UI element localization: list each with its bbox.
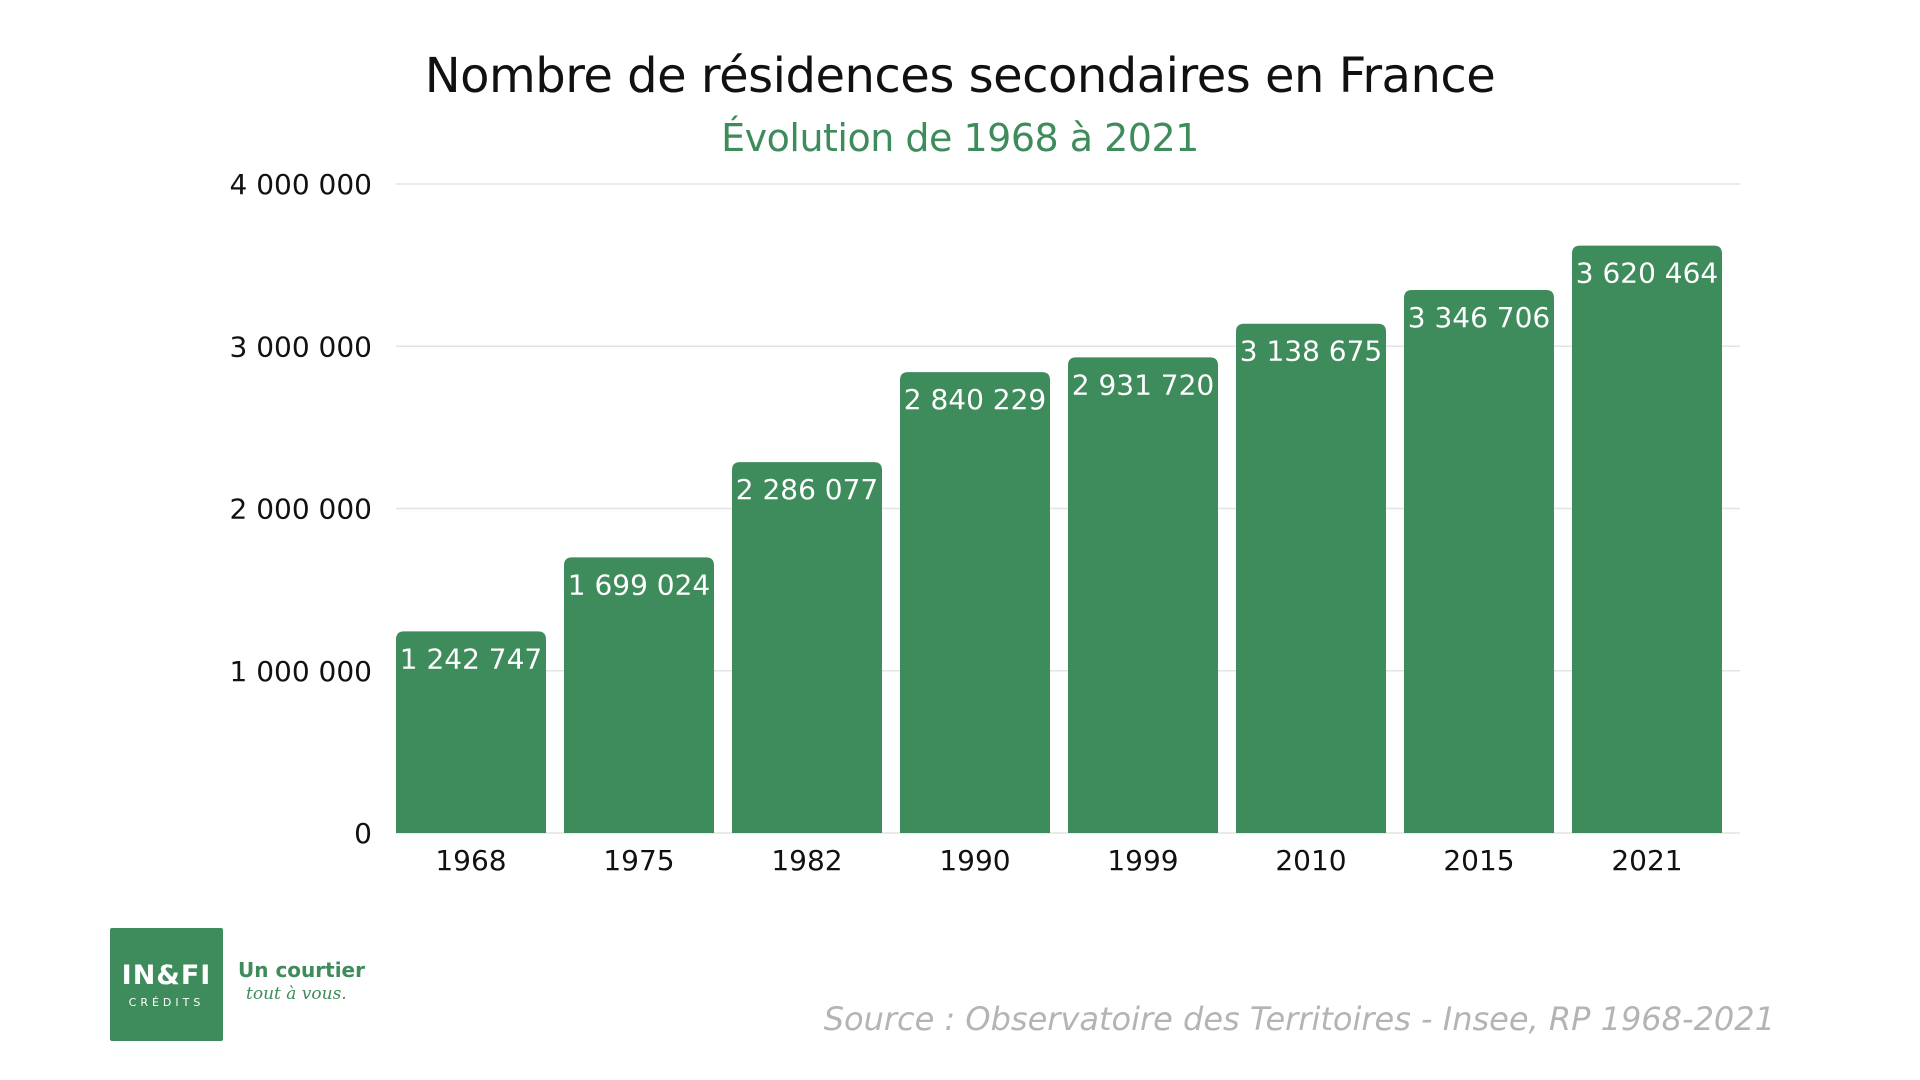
x-tick-label: 1990	[939, 844, 1010, 877]
bar-1975	[564, 557, 714, 833]
logo-wordmark: IN&FI	[121, 960, 212, 991]
bar-2021	[1572, 245, 1722, 833]
bar-value-label: 3 138 675	[1240, 335, 1383, 368]
bar-value-label: 3 346 706	[1408, 301, 1551, 334]
bar-value-label: 2 840 229	[904, 383, 1047, 416]
bar-value-label: 1 242 747	[400, 642, 543, 675]
y-tick-label: 1 000 000	[229, 655, 372, 688]
bar-2015	[1404, 289, 1554, 833]
tagline-line-1: Un courtier	[238, 958, 365, 982]
bars: 1 242 747 1 699 024 2 286 077 2 840 229 2 93…	[396, 245, 1722, 833]
x-tick-label: 2015	[1443, 844, 1514, 877]
x-tick-label: 1982	[771, 844, 842, 877]
bar-value-label: 2 286 077	[736, 473, 879, 506]
x-tick-label: 2010	[1275, 844, 1346, 877]
y-tick-label: 4 000 000	[229, 168, 372, 201]
bar-value-label: 2 931 720	[1072, 368, 1215, 401]
bar-1999	[1068, 357, 1218, 833]
x-tick-label: 1999	[1107, 844, 1178, 877]
x-tick-label: 2021	[1611, 844, 1682, 877]
logo-subtext: CRÉDITS	[128, 996, 205, 1009]
y-axis-ticks: 0 1 000 000 2 000 000 3 000 000 4 000 000	[229, 168, 372, 850]
tagline-line-2: tout à vous.	[246, 984, 347, 1004]
chart-subtitle: Évolution de 1968 à 2021	[721, 116, 1199, 160]
y-tick-label: 2 000 000	[229, 493, 372, 526]
y-tick-label: 0	[354, 817, 372, 850]
bar-2010	[1236, 323, 1386, 833]
x-axis-ticks: 1968 1975 1982 1990 1999 2010 2015 2021	[435, 844, 1682, 877]
y-tick-label: 3 000 000	[229, 330, 372, 363]
x-tick-label: 1968	[435, 844, 506, 877]
bar-1968	[396, 631, 546, 833]
bar-value-label: 3 620 464	[1576, 257, 1719, 290]
bar-1982	[732, 462, 882, 833]
bar-value-label: 1 699 024	[568, 568, 711, 601]
source-note: Source : Observatoire des Territoires - …	[823, 1000, 1775, 1038]
x-tick-label: 1975	[603, 844, 674, 877]
brand-logo: IN&FI CRÉDITS	[110, 928, 223, 1041]
chart-title: Nombre de résidences secondaires en Fran…	[424, 48, 1496, 104]
bar-1990	[900, 372, 1050, 833]
